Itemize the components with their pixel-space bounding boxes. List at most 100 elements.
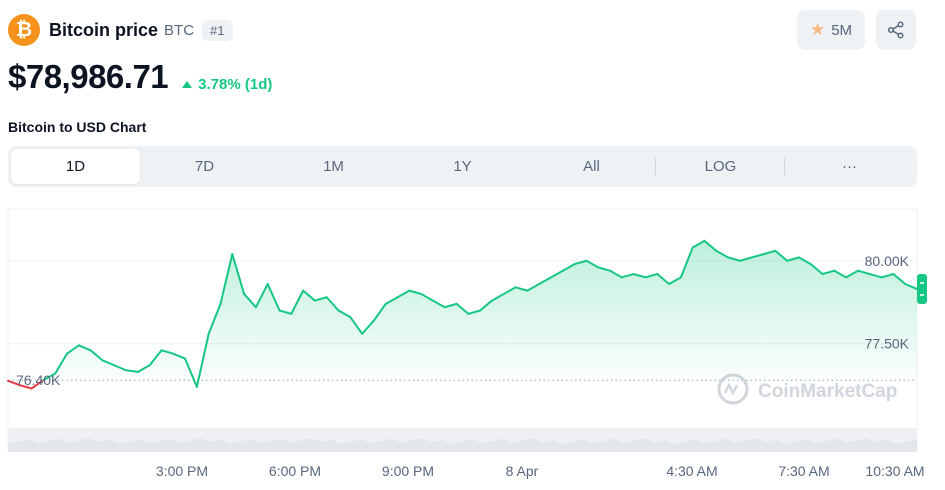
price-line-segment [502, 286, 517, 295]
price-line-segment [195, 332, 210, 388]
price-line-segment [797, 256, 812, 266]
price-line-segment [266, 282, 281, 312]
price-line-segment [538, 276, 553, 285]
y-tick-label: 80.00K [865, 253, 910, 269]
price-line-segment [349, 316, 364, 335]
price-line-segment [620, 273, 635, 279]
tab-1m[interactable]: 1M [323, 158, 344, 175]
price-line-segment [420, 292, 434, 302]
price-line-segment [715, 249, 730, 259]
price-line-segment [561, 263, 576, 272]
price-line-segment [644, 273, 659, 279]
x-tick-label: 7:30 AM [778, 463, 829, 479]
price-line-segment [184, 357, 198, 388]
price-line-segment [656, 273, 671, 285]
price-line-segment [727, 256, 741, 262]
price-change-value: 3.78% (1d) [198, 76, 273, 93]
price-line-segment [573, 259, 588, 266]
price-line-segment [455, 302, 470, 315]
price-line-segment [372, 302, 387, 322]
tab-7d[interactable]: 7D [194, 158, 215, 175]
price-line-segment [172, 352, 187, 360]
price-line-segment [467, 309, 482, 315]
price-line-segment [113, 364, 128, 372]
price-line-segment [609, 269, 623, 279]
price-line-segment [431, 299, 446, 309]
current-price: $78,986.71 [8, 58, 169, 95]
price-line-segment [396, 289, 411, 299]
price-line-segment [290, 289, 305, 315]
bitcoin-logo-icon: ₿ [8, 14, 40, 46]
x-tick-label: 3:00 PM [156, 463, 208, 479]
x-tick-label: 6:00 PM [269, 463, 321, 479]
price-chart[interactable]: CoinMarketCap 80.00K 77.50K 76.40K 3:00 PM 6… [0, 205, 945, 485]
x-tick-label: 9:00 PM [382, 463, 434, 479]
price-line-segment [54, 352, 69, 375]
price-line-segment [750, 253, 765, 259]
tab-all[interactable]: All [527, 149, 656, 184]
price-chart-svg: CoinMarketCap 80.00K 77.50K 76.40K 3:00 PM 6… [7, 208, 927, 479]
tab-1d[interactable]: 1D [11, 149, 140, 184]
price-line-segment [337, 309, 352, 319]
price-line-segment [597, 266, 612, 272]
price-line-segment [491, 292, 505, 302]
x-tick-label: 8 Apr [506, 463, 539, 479]
caret-up-icon [182, 81, 193, 88]
watchlist-button[interactable]: ★ 5M [797, 10, 865, 50]
price-line-segment [18, 384, 33, 390]
chart-title: Bitcoin to USD Chart [8, 119, 147, 135]
price-line-segment [762, 249, 777, 256]
share-icon [887, 21, 904, 39]
price-line-segment [278, 309, 293, 315]
tab-log[interactable]: LOG [656, 149, 785, 184]
baseline-label: 76.40K [16, 372, 61, 388]
y-tick-label: 77.50K [865, 336, 910, 352]
price-line-segment [243, 292, 257, 309]
coin-name: Bitcoin price [49, 19, 159, 40]
price-line-segment [514, 286, 529, 292]
coin-symbol: BTC [164, 21, 195, 39]
price-line-segment [868, 273, 883, 279]
price-line-segment [809, 263, 824, 276]
price-row: $78,986.71 3.78% (1d) [8, 58, 272, 96]
share-button[interactable] [876, 10, 916, 50]
price-line-segment [738, 256, 753, 262]
watchlist-count: 5M [831, 21, 853, 39]
price-line-segment [325, 296, 340, 312]
price-line-segment [880, 273, 895, 279]
price-line-segment [632, 273, 647, 279]
price-line-segment [30, 379, 45, 390]
price-line-segment [479, 299, 494, 312]
price-line-segment [89, 349, 104, 362]
x-tick-label: 10:30 AM [865, 463, 924, 479]
volume-bars [8, 438, 917, 452]
rank-badge: #1 [202, 19, 233, 41]
price-line-segment [302, 289, 316, 302]
price-line-segment [585, 259, 600, 269]
price-line-segment [101, 359, 116, 367]
price-line-segment [408, 289, 423, 295]
price-line-segment [77, 344, 92, 352]
price-line-segment [136, 364, 151, 373]
price-line-segment [7, 379, 21, 387]
timeframe-tabs: 1D 7D 1M 1Y All LOG ··· [8, 146, 917, 187]
price-line-segment [550, 269, 564, 279]
price-line-segment [821, 269, 836, 276]
price-change: 3.78% (1d) [182, 76, 272, 93]
price-line-segment [904, 282, 918, 290]
price-line-segment [774, 249, 789, 262]
price-line-segment [856, 269, 871, 276]
price-line-segment [231, 253, 246, 295]
more-options-button[interactable]: ··· [842, 158, 857, 175]
price-line-segment [160, 349, 175, 355]
current-price-marker [917, 273, 927, 304]
tab-1y[interactable]: 1Y [453, 158, 472, 175]
price-line-segment [679, 246, 694, 279]
price-line-segment [691, 239, 706, 249]
price-area-fill [8, 240, 917, 381]
watermark-text: CoinMarketCap [758, 381, 897, 402]
price-line-segment [384, 296, 399, 305]
price-line-segment [892, 273, 907, 285]
price-line-segment [526, 282, 541, 292]
price-line-segment [443, 302, 458, 309]
